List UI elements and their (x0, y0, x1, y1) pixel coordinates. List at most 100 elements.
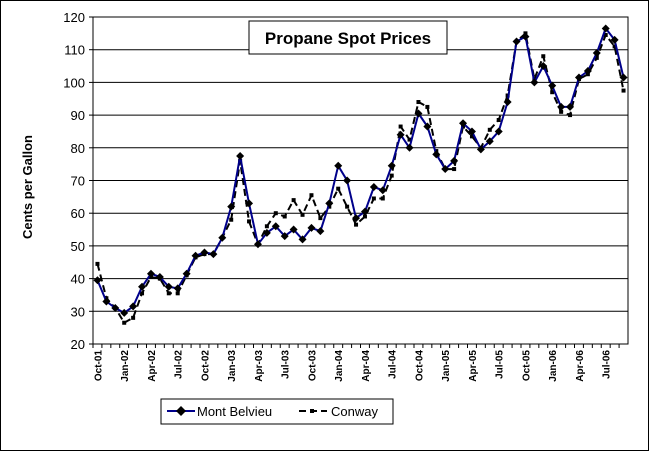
data-point-mont-belvieu (164, 282, 173, 291)
data-point-mont-belvieu (360, 207, 369, 216)
data-point-mont-belvieu (93, 276, 102, 285)
data-point-mont-belvieu (530, 78, 539, 87)
data-point-mont-belvieu (619, 73, 628, 82)
data-point-conway (95, 261, 100, 266)
data-point-mont-belvieu (494, 127, 503, 136)
legend-marker-square (310, 409, 314, 413)
data-point-conway (345, 204, 350, 209)
data-point-mont-belvieu (352, 214, 361, 223)
data-point-conway (541, 54, 546, 59)
data-point-conway (487, 127, 492, 132)
data-point-conway (594, 55, 599, 60)
data-point-mont-belvieu (209, 250, 218, 259)
data-point-mont-belvieu (191, 251, 200, 260)
data-point-conway (362, 214, 367, 219)
data-point-mont-belvieu (111, 304, 120, 313)
data-point-conway (568, 113, 573, 118)
x-tick-label: Apr-05 (468, 350, 479, 382)
data-point-conway (140, 291, 145, 296)
x-tick-label: Jul-04 (388, 350, 399, 379)
data-point-mont-belvieu (566, 102, 575, 111)
series-lines (93, 24, 628, 325)
data-point-conway (122, 320, 127, 325)
data-point-conway (452, 167, 457, 172)
data-point-mont-belvieu (218, 233, 227, 242)
y-tick-label: 100 (63, 75, 85, 90)
x-tick-label: Oct-01 (93, 350, 104, 382)
data-point-conway (559, 109, 564, 114)
data-point-mont-belvieu (610, 35, 619, 44)
data-point-mont-belvieu (280, 232, 289, 241)
legend-item-mont-belvieu: Mont Belvieu (167, 404, 272, 419)
data-point-conway (416, 100, 421, 105)
data-point-conway (300, 212, 305, 217)
y-tick-label: 20 (71, 337, 85, 352)
x-tick-label: Jan-04 (334, 350, 345, 382)
data-point-mont-belvieu (423, 122, 432, 131)
data-point-mont-belvieu (245, 199, 254, 208)
data-point-mont-belvieu (200, 248, 209, 257)
x-tick-label: Apr-02 (147, 350, 158, 382)
data-point-conway (309, 193, 314, 198)
y-axis-title: Cents per Gallon (20, 135, 35, 239)
data-point-mont-belvieu (548, 81, 557, 90)
data-point-mont-belvieu (601, 24, 610, 33)
x-tick-label: Jul-03 (281, 350, 292, 379)
data-point-conway (550, 90, 555, 95)
data-point-mont-belvieu (334, 161, 343, 170)
data-point-mont-belvieu (476, 145, 485, 154)
data-point-mont-belvieu (539, 62, 548, 71)
x-tick-label: Oct-05 (521, 350, 532, 382)
data-point-conway (380, 196, 385, 201)
data-point-conway (389, 173, 394, 178)
data-point-conway (264, 224, 269, 229)
legend-marker-diamond (176, 406, 186, 416)
x-tick-label: Oct-04 (414, 350, 425, 382)
y-tick-label: 30 (71, 304, 85, 319)
data-point-conway (282, 214, 287, 219)
data-point-mont-belvieu (432, 150, 441, 159)
data-point-conway (496, 118, 501, 123)
data-point-mont-belvieu (574, 73, 583, 82)
data-point-mont-belvieu (396, 130, 405, 139)
x-tick-label: Oct-03 (307, 350, 318, 382)
data-point-conway (621, 88, 626, 93)
data-point-conway (175, 291, 180, 296)
data-point-conway (407, 137, 412, 142)
data-point-mont-belvieu (155, 272, 164, 281)
data-point-mont-belvieu (325, 199, 334, 208)
data-point-mont-belvieu (503, 98, 512, 107)
data-point-mont-belvieu (298, 235, 307, 244)
data-point-conway (469, 134, 474, 139)
data-point-mont-belvieu (369, 183, 378, 192)
data-point-mont-belvieu (485, 137, 494, 146)
y-tick-label: 120 (63, 10, 85, 25)
x-axis-ticks: Oct-01 Jan-02 Apr-02 Jul-02 Oct-02 Jan-03 Apr-… (92, 344, 620, 382)
data-point-mont-belvieu (405, 143, 414, 152)
data-point-mont-belvieu (289, 225, 298, 234)
data-point-mont-belvieu (182, 269, 191, 278)
gridlines (93, 16, 628, 345)
data-point-mont-belvieu (316, 227, 325, 236)
data-point-mont-belvieu (512, 37, 521, 46)
legend-label-conway: Conway (331, 404, 378, 419)
x-tick-label: Jan-03 (227, 350, 238, 382)
data-point-mont-belvieu (467, 127, 476, 136)
y-tick-label: 50 (71, 239, 85, 254)
legend-item-conway: Conway (299, 404, 378, 419)
data-point-conway (166, 291, 171, 296)
chart-title-box: Propane Spot Prices (248, 20, 448, 55)
data-point-mont-belvieu (253, 240, 262, 249)
data-point-conway (398, 124, 403, 129)
data-point-mont-belvieu (129, 302, 138, 311)
data-point-conway (354, 222, 359, 227)
y-tick-label: 90 (71, 108, 85, 123)
data-point-mont-belvieu (441, 165, 450, 174)
series-line-mont-belvieu (96, 27, 625, 314)
data-point-mont-belvieu (227, 202, 236, 211)
data-point-mont-belvieu (378, 186, 387, 195)
x-tick-label: Jul-06 (602, 350, 613, 379)
x-tick-label: Apr-06 (575, 350, 586, 382)
legend-label-mont-belvieu: Mont Belvieu (197, 404, 272, 419)
